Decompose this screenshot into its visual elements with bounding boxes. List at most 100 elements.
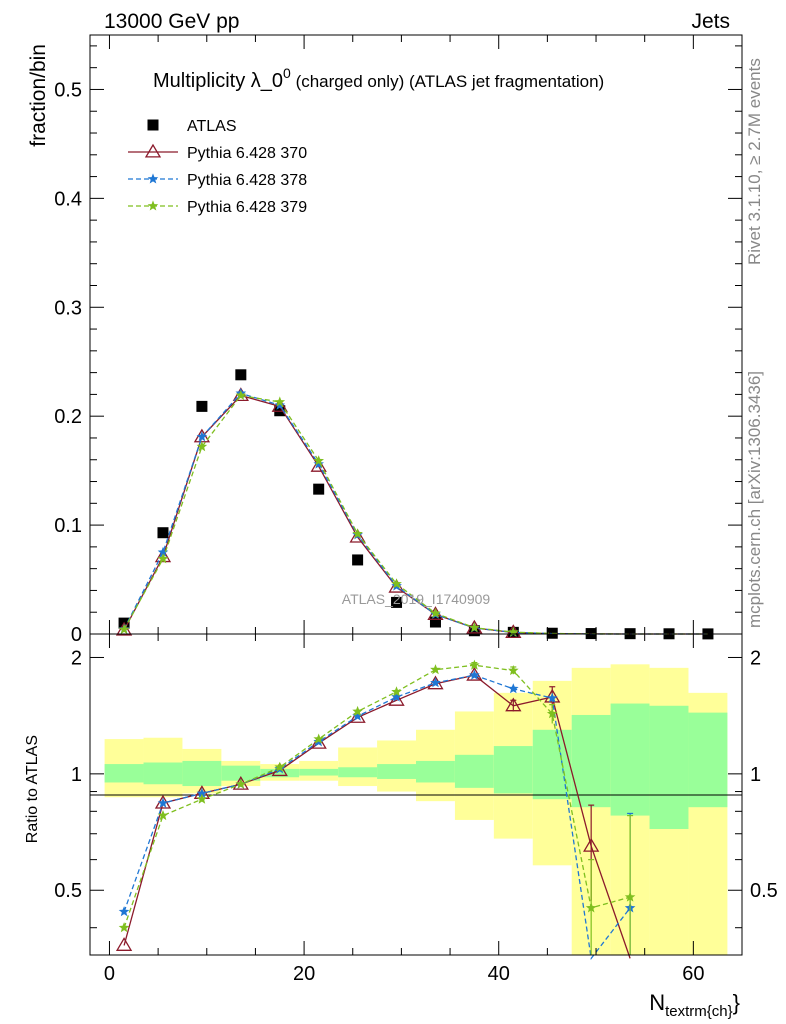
data-point-pythia-6-428-370 (310, 457, 327, 472)
ratio-line-pythia-6-428-379 (123, 664, 631, 928)
data-point-pythia-6-428-379 (508, 626, 519, 637)
data-point-atlas (352, 554, 364, 566)
data-point-atlas (391, 596, 403, 608)
y-tick-label: 0 (71, 624, 82, 646)
data-point-pythia-6-428-370 (154, 548, 172, 563)
ratio-line-pythia-6-428-378 (123, 674, 631, 961)
collision-energy-label: 13000 GeV pp (104, 10, 239, 33)
main-panel: ATLAS_2019_I1740909 0 0.1 0.2 0.3 0.4 0.5 Mul… (27, 34, 743, 646)
data-point-pythia-6-428-379 (235, 389, 247, 400)
stat-uncertainty-band (221, 765, 261, 781)
data-point-pythia-6-428-379 (352, 528, 363, 539)
data-point-atlas (429, 616, 441, 628)
ratio-point-pythia-6-428-379 (391, 686, 402, 697)
ratio-point-pythia-6-428-379 (430, 664, 441, 675)
rivet-version-label: Rivet 3.1.10, ≥ 2.7M events (745, 58, 764, 265)
ratio-point-pythia-6-428-379 (469, 659, 480, 670)
stat-uncertainty-band (260, 768, 300, 778)
ratio-point-pythia-6-428-378 (352, 710, 363, 721)
ratio-point-pythia-6-428-379 (274, 761, 286, 772)
main-plot-title: Multiplicity λ_00 (charged only) (ATLAS … (153, 65, 604, 92)
ratio-point-pythia-6-428-378 (469, 669, 480, 680)
mcplots-credit-label: mcplots.cern.ch [arXiv:1306.3436] (745, 370, 764, 628)
data-point-pythia-6-428-378 (274, 399, 286, 410)
process-label: Jets (691, 10, 730, 33)
ratio-y-tick-label: 1 (71, 764, 82, 786)
x-axis-label-close: } (733, 990, 740, 1015)
x-axis-label: Ntextrm{ch}} (649, 990, 740, 1020)
data-point-pythia-6-428-378 (196, 431, 208, 442)
ratio-point-pythia-6-428-378 (391, 691, 402, 702)
ratio-y-tick-label: 2 (71, 647, 82, 669)
stat-uncertainty-band (649, 705, 689, 830)
stat-uncertainty-band (571, 714, 611, 808)
stat-uncertainty-band (493, 746, 533, 794)
ratio-point-pythia-6-428-379 (508, 665, 519, 676)
legend-label-pythia-6-428-370: Pythia 6.428 370 (187, 145, 307, 162)
data-point-atlas (235, 369, 247, 381)
stat-uncertainty-band (610, 703, 650, 816)
legend-marker-atlas (147, 119, 159, 131)
data-point-atlas (196, 400, 208, 412)
title-rest: (charged only) (ATLAS jet fragmentation) (291, 72, 604, 91)
data-point-pythia-6-428-370 (349, 528, 366, 543)
legend-marker-pythia-6-428-370 (144, 143, 162, 158)
legend-marker-pythia-6-428-378 (147, 173, 159, 184)
ratio-point-pythia-6-428-378 (430, 677, 441, 688)
data-point-pythia-6-428-379 (157, 553, 169, 564)
ratio-point-pythia-6-428-370 (583, 837, 600, 852)
stat-uncertainty-band (143, 762, 183, 785)
data-point-pythia-6-428-379 (118, 623, 130, 635)
ratio-point-pythia-6-428-379 (624, 891, 636, 902)
ratio-point-pythia-6-428-378 (546, 692, 558, 703)
y-tick-label: 0.4 (54, 188, 82, 210)
x-axis-label-main: N (649, 990, 665, 1015)
data-point-pythia-6-428-379 (196, 441, 208, 452)
ratio-point-pythia-6-428-379 (118, 922, 130, 933)
data-point-pythia-6-428-379 (430, 607, 441, 618)
data-point-pythia-6-428-370 (271, 398, 288, 412)
data-point-pythia-6-428-378 (157, 546, 169, 557)
ratio-point-pythia-6-428-378 (157, 797, 169, 808)
y-tick-label: 0.3 (54, 297, 82, 319)
y-axis-label: fraction/bin (27, 44, 50, 147)
ratio-point-pythia-6-428-378 (196, 787, 208, 798)
x-tick-label: 60 (682, 963, 704, 985)
data-point-atlas (157, 527, 169, 539)
ratio-y-tick-label-right: 2 (750, 647, 761, 669)
ratio-point-pythia-6-428-379 (196, 793, 208, 804)
ratio-point-pythia-6-428-378 (118, 906, 130, 917)
y-tick-label: 0.1 (54, 515, 82, 537)
stat-uncertainty-band (454, 754, 494, 788)
data-point-pythia-6-428-379 (313, 455, 324, 466)
y-tick-label: 0.5 (54, 79, 82, 101)
x-tick-label: 40 (488, 963, 510, 985)
ratio-y-tick-label-right: 1 (750, 764, 761, 786)
data-point-atlas (313, 483, 325, 495)
y-tick-label: 0.2 (54, 406, 82, 428)
data-point-pythia-6-428-379 (274, 396, 286, 407)
stat-uncertainty-band (377, 764, 416, 779)
stat-uncertainty-band (338, 767, 378, 778)
legend-label-atlas: ATLAS (187, 118, 237, 135)
ratio-y-tick-label: 0.5 (54, 880, 82, 902)
ratio-point-pythia-6-428-370 (505, 697, 522, 712)
ratio-point-pythia-6-428-370 (115, 937, 133, 951)
title-superscript: 0 (283, 65, 291, 81)
x-axis-label-sub: textrm{ch} (665, 1003, 733, 1020)
total-uncertainty-band (338, 747, 378, 787)
legend-label-pythia-6-428-378: Pythia 6.428 378 (187, 172, 307, 189)
x-tick-label: 0 (104, 963, 115, 985)
legend-label-pythia-6-428-379: Pythia 6.428 379 (187, 199, 307, 216)
legend-marker-pythia-6-428-379 (147, 200, 159, 211)
ratio-point-pythia-6-428-379 (313, 733, 324, 744)
data-point-pythia-6-428-379 (391, 578, 402, 589)
analysis-watermark: ATLAS_2019_I1740909 (342, 591, 491, 607)
ratio-point-pythia-6-428-379 (585, 902, 597, 913)
ratio-point-pythia-6-428-379 (157, 810, 169, 821)
data-point-pythia-6-428-378 (313, 458, 324, 469)
ratio-point-pythia-6-428-378 (508, 683, 519, 694)
data-point-pythia-6-428-379 (469, 622, 480, 633)
ratio-y-tick-label-right: 0.5 (750, 880, 778, 902)
